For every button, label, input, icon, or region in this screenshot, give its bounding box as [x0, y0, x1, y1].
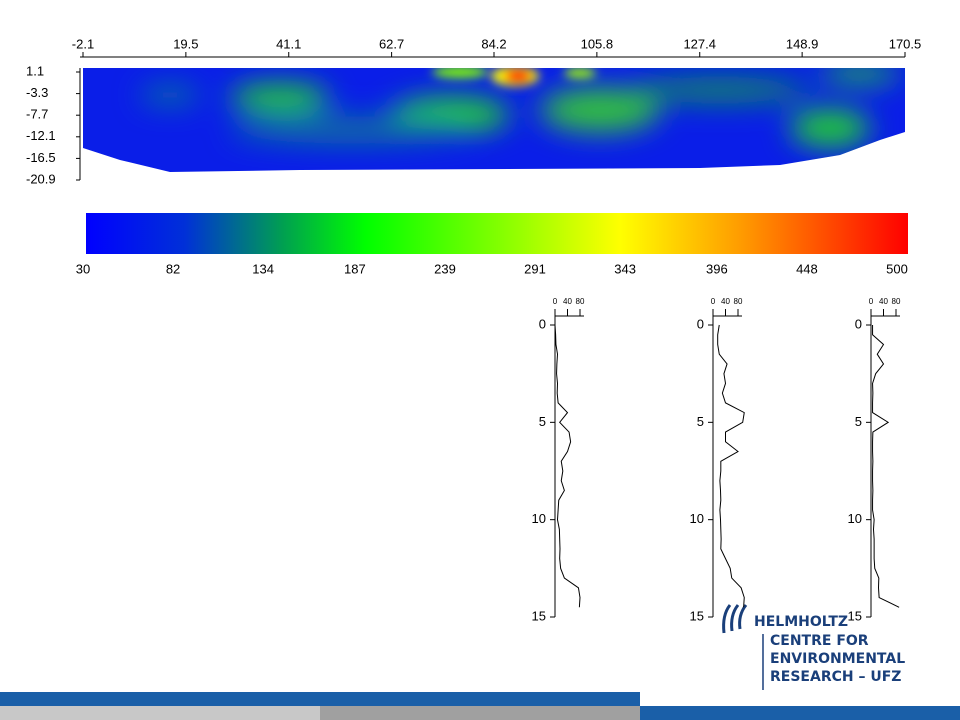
colorbar-tick-label: 448 [796, 261, 818, 276]
log-depth-label: 5 [697, 414, 704, 429]
logo-line: ENVIRONMENTAL [770, 651, 905, 667]
log-depth-label: 0 [697, 316, 704, 331]
log-depth-label: 10 [690, 511, 704, 526]
log-value-label: 80 [734, 297, 743, 306]
log-depth-label: 10 [532, 511, 546, 526]
colorbar-tick-label: 82 [166, 261, 180, 276]
colorbar-tick-label: 134 [252, 261, 274, 276]
logo-name: HELMHOLTZ [754, 614, 848, 630]
log-depth-label: 10 [848, 511, 862, 526]
log-curve [554, 324, 581, 608]
log-value-label: 80 [576, 297, 585, 306]
colorbar-tick-label: 500 [886, 261, 908, 276]
log-depth-label: 0 [855, 316, 862, 331]
x-tick-label: 105.8 [581, 36, 614, 51]
x-tick-label: -2.1 [72, 36, 94, 51]
x-tick-label: 41.1 [276, 36, 301, 51]
section-image [83, 68, 905, 172]
log-value-label: 80 [892, 297, 901, 306]
y-tick-label: -20.9 [26, 171, 56, 186]
log-depth-label: 5 [855, 414, 862, 429]
log-curve [872, 325, 900, 608]
log-value-label: 40 [879, 297, 888, 306]
footer-bar [640, 706, 960, 720]
y-tick-label: -12.1 [26, 128, 56, 143]
log-value-label: 40 [563, 297, 572, 306]
x-tick-label: 127.4 [683, 36, 716, 51]
y-tick-label: -16.5 [26, 150, 56, 165]
log-depth-label: 0 [539, 316, 546, 331]
logo-line: CENTRE FOR [770, 633, 869, 649]
y-tick-label: 1.1 [26, 63, 44, 78]
x-tick-label: 84.2 [481, 36, 506, 51]
colorbar-tick-label: 30 [76, 261, 90, 276]
colorbar-tick-label: 343 [614, 261, 636, 276]
y-tick-label: -3.3 [26, 85, 48, 100]
logo: HELMHOLTZ CENTRE FOR ENVIRONMENTAL RESEA… [722, 604, 905, 690]
colorbar [86, 213, 908, 254]
log-depth-label: 15 [690, 608, 704, 623]
footer-bar [0, 692, 640, 706]
colorbar-tick-label: 291 [524, 261, 546, 276]
log-curve [717, 324, 745, 608]
logo-line: RESEARCH – UFZ [770, 669, 901, 685]
log-value-label: 0 [869, 297, 874, 306]
log-depth-label: 15 [848, 608, 862, 623]
colorbar-tick-label: 239 [434, 261, 456, 276]
colorbar-tick-label: 187 [344, 261, 366, 276]
footer-bar [0, 706, 320, 720]
x-tick-label: 170.5 [889, 36, 922, 51]
colorbar-tick-label: 396 [706, 261, 728, 276]
log-depth-label: 15 [532, 608, 546, 623]
logo-mark [722, 604, 748, 634]
y-tick-label: -7.7 [26, 107, 48, 122]
x-tick-label: 148.9 [786, 36, 819, 51]
log-value-label: 0 [553, 297, 558, 306]
log-value-label: 0 [711, 297, 716, 306]
log-depth-label: 5 [539, 414, 546, 429]
x-tick-label: 62.7 [379, 36, 404, 51]
footer-bar [320, 706, 640, 720]
x-tick-label: 19.5 [173, 36, 198, 51]
log-value-label: 40 [721, 297, 730, 306]
